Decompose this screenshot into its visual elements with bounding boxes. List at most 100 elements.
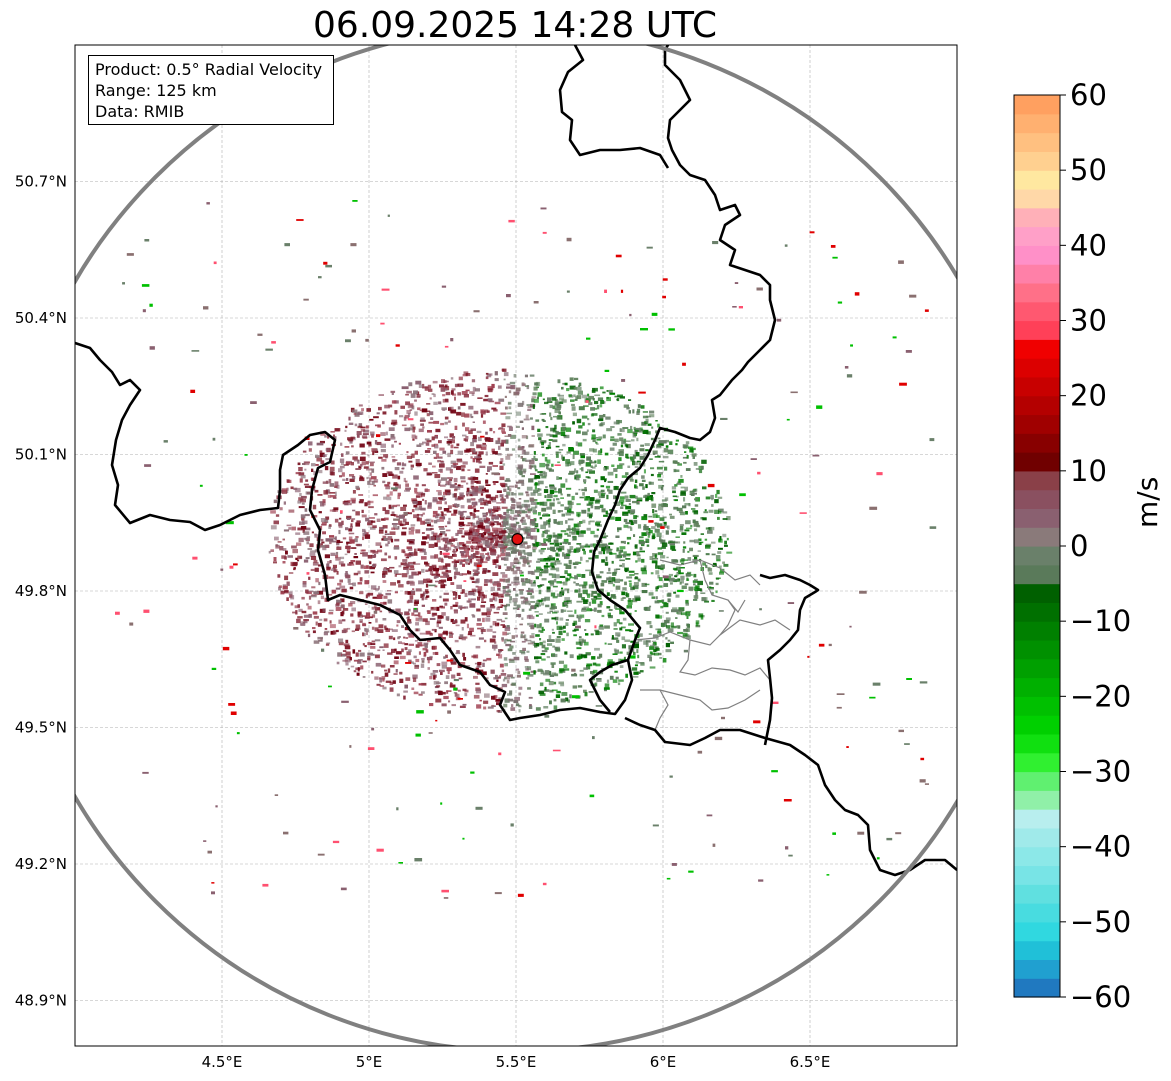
- echo-gate: [655, 587, 658, 592]
- echo-gate: [530, 473, 536, 475]
- echo-gate: [545, 562, 549, 565]
- echo-gate: [491, 518, 494, 521]
- echo-gate: [293, 627, 299, 630]
- echo-gate: [387, 652, 393, 655]
- echo-gate: [469, 494, 474, 497]
- echo-gate: [546, 589, 551, 593]
- echo-gate: [503, 639, 507, 644]
- echo-gate: [477, 596, 480, 601]
- echo-gate: [142, 771, 149, 774]
- echo-gate: [603, 514, 608, 517]
- echo-gate: [317, 494, 323, 496]
- echo-gate: [456, 460, 463, 463]
- echo-gate: [314, 515, 318, 518]
- echo-gate: [464, 592, 468, 597]
- echo-gate: [601, 580, 608, 583]
- echo-gate: [585, 476, 590, 479]
- echo-gate: [608, 389, 613, 394]
- echo-gate: [544, 618, 550, 623]
- echo-gate: [605, 556, 608, 561]
- echo-gate: [414, 858, 423, 862]
- echo-gate: [492, 572, 499, 576]
- echo-gate: [660, 555, 666, 559]
- echo-gate: [525, 491, 529, 494]
- echo-gate: [549, 580, 555, 585]
- echo-gate: [191, 350, 200, 352]
- echo-gate: [621, 428, 625, 433]
- echo-gate: [491, 523, 494, 528]
- echo-gate: [546, 433, 551, 436]
- echo-gate: [483, 594, 487, 599]
- echo-gate: [425, 528, 432, 531]
- echo-gate: [341, 654, 346, 657]
- echo-gate: [541, 658, 546, 661]
- echo-gate: [485, 376, 489, 380]
- echo-gate: [442, 495, 446, 498]
- echo-gate: [342, 659, 349, 662]
- echo-gate: [356, 431, 362, 436]
- echo-gate: [460, 402, 466, 406]
- echo-gate: [349, 525, 353, 529]
- echo-gate: [308, 613, 312, 618]
- echo-gate: [573, 450, 579, 455]
- echo-gate: [658, 440, 667, 444]
- echo-gate: [491, 383, 495, 389]
- echo-gate: [211, 882, 215, 884]
- echo-gate: [422, 386, 428, 389]
- echo-gate: [486, 628, 493, 632]
- echo-gate: [553, 494, 558, 498]
- echo-gate: [615, 473, 618, 479]
- echo-gate: [304, 508, 308, 512]
- echo-gate: [588, 501, 594, 505]
- echo-gate: [532, 458, 538, 461]
- echo-gate: [359, 652, 365, 657]
- echo-gate: [398, 442, 401, 445]
- echo-gate: [574, 530, 578, 534]
- echo-gate: [558, 630, 563, 636]
- echo-gate: [694, 539, 700, 544]
- echo-gate: [606, 512, 611, 515]
- admin-boundary: [634, 619, 791, 646]
- echo-gate: [557, 461, 560, 464]
- echo-gate: [641, 479, 646, 482]
- echo-gate: [591, 434, 596, 439]
- echo-gate: [714, 499, 719, 504]
- echo-gate: [562, 581, 568, 586]
- echo-gate: [500, 552, 506, 557]
- echo-gate: [303, 559, 309, 563]
- echo-gate: [534, 623, 537, 628]
- echo-gate: [400, 405, 405, 409]
- echo-gate: [434, 445, 439, 449]
- echo-gate: [290, 602, 294, 606]
- echo-gate: [527, 545, 531, 549]
- echo-gate: [501, 669, 505, 673]
- echo-gate: [348, 422, 354, 425]
- echo-gate: [672, 607, 678, 610]
- echo-gate: [319, 545, 326, 548]
- echo-gate: [626, 407, 630, 410]
- echo-gate: [394, 410, 398, 415]
- echo-gate: [317, 590, 324, 595]
- echo-gate: [724, 540, 727, 545]
- echo-gate: [465, 373, 471, 377]
- echo-gate: [580, 556, 583, 561]
- echo-gate: [658, 484, 663, 489]
- echo-gate: [485, 545, 490, 548]
- echo-gate: [351, 519, 354, 523]
- echo-gate: [652, 513, 658, 518]
- echo-gate: [495, 440, 501, 445]
- echo-gate: [342, 650, 347, 652]
- echo-gate: [614, 395, 620, 398]
- echo-gate: [346, 515, 352, 519]
- echo-gate: [532, 523, 537, 526]
- echo-gate: [657, 552, 663, 556]
- echo-gate: [390, 390, 396, 393]
- echo-gate: [470, 441, 474, 447]
- echo-gate: [715, 582, 719, 586]
- echo-gate: [453, 679, 459, 682]
- echo-gate: [485, 372, 489, 375]
- echo-gate: [388, 555, 391, 559]
- echo-gate: [642, 411, 648, 413]
- echo-gate: [275, 514, 280, 517]
- echo-gate: [457, 529, 463, 535]
